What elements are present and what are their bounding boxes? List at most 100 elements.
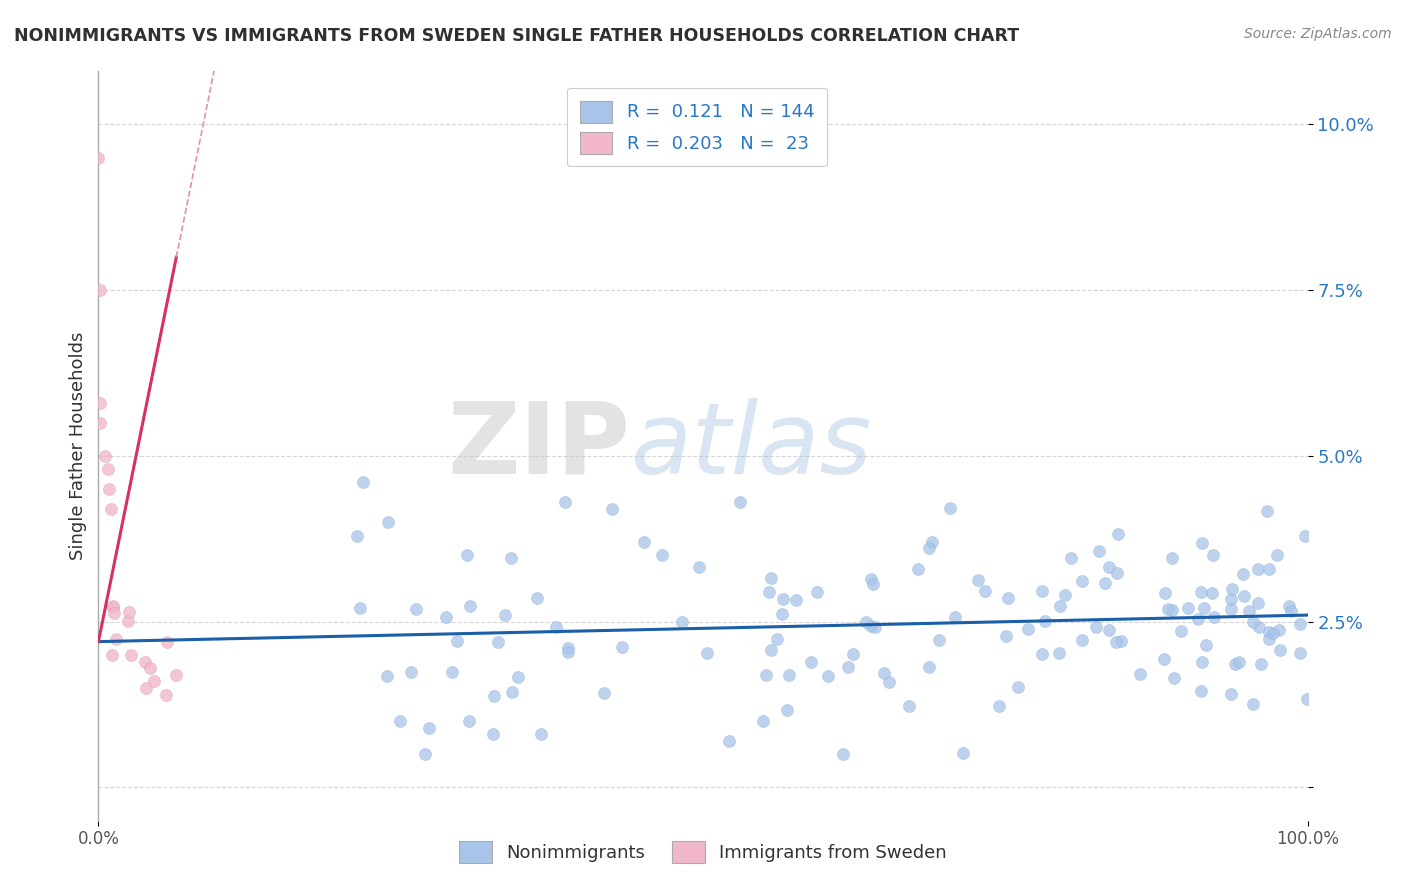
Point <box>1107 527 1129 541</box>
Point <box>1279 604 1302 618</box>
Point <box>860 619 883 633</box>
Point <box>156 634 179 648</box>
Point <box>1219 687 1241 701</box>
Point <box>1256 504 1278 518</box>
Point <box>855 615 877 629</box>
Text: Source: ZipAtlas.com: Source: ZipAtlas.com <box>1244 27 1392 41</box>
Point <box>544 620 567 634</box>
Point <box>101 648 124 662</box>
Point <box>530 727 553 741</box>
Point <box>1233 589 1256 603</box>
Point <box>873 665 896 680</box>
Point <box>1232 566 1254 581</box>
Point <box>1257 625 1279 640</box>
Point <box>1220 601 1243 615</box>
Point <box>349 601 371 615</box>
Point <box>1265 549 1288 563</box>
Point <box>879 674 901 689</box>
Legend: Nonimmigrants, Immigrants from Sweden: Nonimmigrants, Immigrants from Sweden <box>449 830 957 874</box>
Point <box>921 534 943 549</box>
Point <box>806 585 828 599</box>
Point <box>671 615 693 629</box>
Point <box>752 714 775 728</box>
Point <box>495 607 517 622</box>
Point <box>143 674 166 689</box>
Y-axis label: Single Father Households: Single Father Households <box>69 332 87 560</box>
Point <box>1246 596 1268 610</box>
Point <box>1220 582 1243 596</box>
Point <box>446 633 468 648</box>
Point <box>165 667 187 681</box>
Point <box>776 703 799 717</box>
Point <box>1187 612 1209 626</box>
Point <box>399 665 422 679</box>
Point <box>375 669 398 683</box>
Point <box>728 495 751 509</box>
Point <box>1258 632 1281 646</box>
Point <box>1192 600 1215 615</box>
Point <box>1247 562 1270 576</box>
Point <box>101 600 124 615</box>
Legend: R =  0.121   N = 144, R =  0.203   N =  23: R = 0.121 N = 144, R = 0.203 N = 23 <box>567 88 827 166</box>
Point <box>1294 528 1316 542</box>
Point <box>1237 604 1260 618</box>
Point <box>918 541 941 555</box>
Point <box>1109 634 1132 648</box>
Point <box>405 602 427 616</box>
Point <box>484 689 506 703</box>
Point <box>778 668 800 682</box>
Point <box>1054 588 1077 602</box>
Point <box>1007 681 1029 695</box>
Point <box>817 669 839 683</box>
Point <box>526 591 548 606</box>
Point <box>1289 646 1312 660</box>
Point <box>842 648 865 662</box>
Point <box>117 605 139 619</box>
Point <box>1049 599 1071 614</box>
Point <box>1202 549 1225 563</box>
Point <box>1189 585 1212 599</box>
Point <box>1031 584 1053 599</box>
Point <box>135 681 157 695</box>
Point <box>97 462 120 476</box>
Point <box>967 574 990 588</box>
Point <box>1070 574 1092 589</box>
Point <box>939 500 962 515</box>
Point <box>1031 647 1053 661</box>
Point <box>688 560 710 574</box>
Point <box>458 599 481 613</box>
Point <box>134 655 156 669</box>
Point <box>952 746 974 760</box>
Point <box>1170 624 1192 638</box>
Point <box>1257 562 1279 576</box>
Point <box>785 592 807 607</box>
Point <box>89 416 111 430</box>
Point <box>1191 535 1213 549</box>
Point <box>117 614 139 628</box>
Point <box>1153 652 1175 666</box>
Point <box>418 721 440 735</box>
Point <box>554 495 576 509</box>
Point <box>593 686 616 700</box>
Point <box>155 688 177 702</box>
Point <box>766 632 789 646</box>
Point <box>103 599 125 613</box>
Point <box>832 747 855 762</box>
Point <box>441 665 464 679</box>
Point <box>139 661 162 675</box>
Point <box>456 549 478 563</box>
Point <box>1263 625 1285 640</box>
Point <box>759 642 782 657</box>
Point <box>696 646 718 660</box>
Point <box>943 609 966 624</box>
Point <box>1225 657 1247 672</box>
Point <box>994 629 1017 643</box>
Point <box>800 655 823 669</box>
Point <box>717 734 740 748</box>
Point <box>1278 599 1301 614</box>
Point <box>557 640 579 655</box>
Point <box>1157 602 1180 616</box>
Point <box>121 648 143 662</box>
Point <box>1154 586 1177 600</box>
Point <box>759 571 782 585</box>
